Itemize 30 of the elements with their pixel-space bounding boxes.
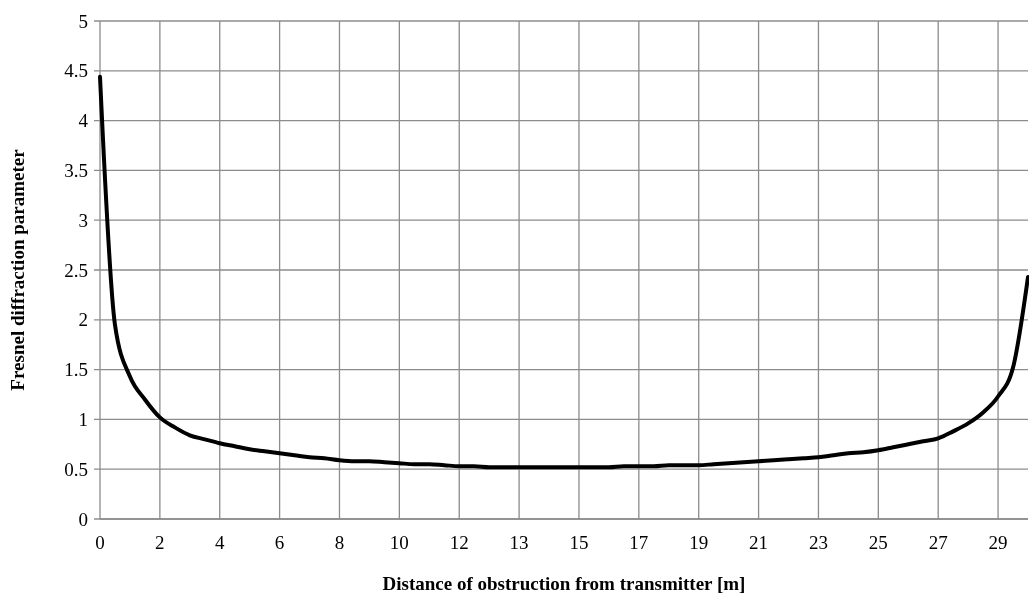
- y-tick-label: 1: [78, 409, 88, 431]
- x-tick-label: 4: [214, 532, 225, 553]
- y-tick-label: 0: [78, 508, 88, 530]
- x-tick-label: 0: [95, 532, 105, 553]
- x-tick-label: 15: [569, 532, 589, 553]
- x-tick-label: 27: [928, 532, 948, 553]
- y-tick-label: 3.5: [64, 160, 88, 182]
- y-tick-label: 0.5: [64, 458, 88, 480]
- y-tick-label: 3: [78, 209, 88, 231]
- x-tick-label: 17: [629, 532, 649, 553]
- x-tick-label: 19: [689, 532, 709, 553]
- y-tick-label: 2: [78, 309, 88, 331]
- x-tick-label: 25: [868, 532, 888, 553]
- y-axis-title: Fresnel diffraction parameter: [7, 148, 28, 391]
- y-tick-label: 2.5: [64, 259, 88, 281]
- x-tick-label: 12: [449, 532, 469, 553]
- x-tick-label: 23: [808, 532, 828, 553]
- x-tick-label: 6: [274, 532, 285, 553]
- x-tick-label: 2: [155, 532, 165, 553]
- y-tick-label: 4: [78, 110, 89, 132]
- y-tick-label: 4.5: [64, 60, 88, 82]
- x-axis-title: Distance of obstruction from transmitter [m]: [382, 573, 746, 594]
- x-tick-label: 29: [988, 532, 1008, 553]
- y-tick-label: 1.5: [64, 359, 88, 381]
- y-tick-label: 5: [78, 10, 88, 32]
- x-tick-label: 10: [389, 532, 409, 553]
- x-tick-label: 13: [509, 532, 529, 553]
- line-series: [98, 74, 1029, 470]
- x-tick-label: 21: [749, 532, 769, 553]
- x-tick-label: 8: [334, 532, 345, 553]
